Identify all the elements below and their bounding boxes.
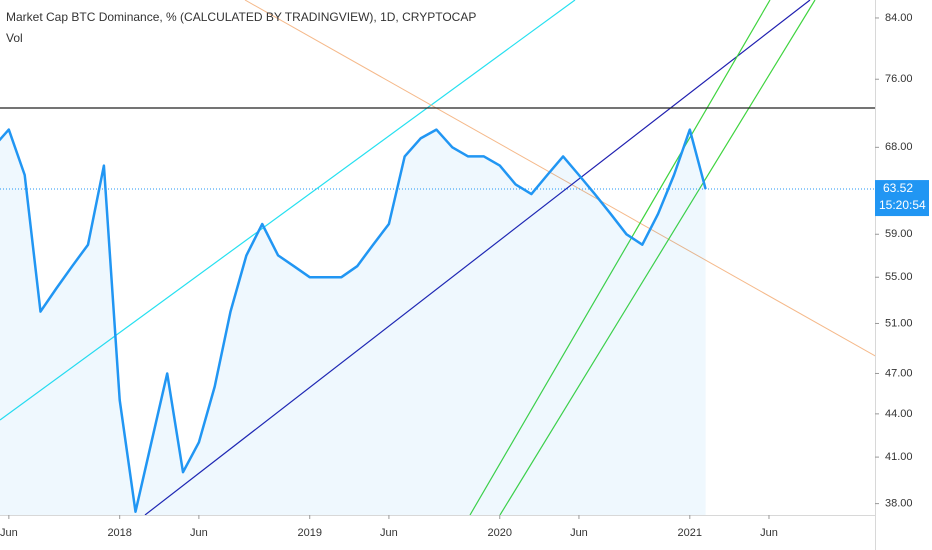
x-tick-label: Jun — [760, 527, 778, 539]
y-tick-label: 55.00 — [885, 271, 913, 283]
y-tick-label: 51.00 — [885, 317, 913, 329]
y-tick-label: 59.00 — [885, 228, 913, 240]
plot-area — [0, 0, 875, 515]
trend-line — [244, 0, 875, 357]
x-tick-label: 2021 — [678, 527, 702, 539]
trend-line — [0, 0, 576, 421]
subtitle: Vol — [6, 31, 23, 45]
chart-title: Market Cap BTC Dominance, % (CALCULATED … — [6, 10, 476, 24]
y-tick-label: 76.00 — [885, 73, 913, 85]
x-tick-label: Jun — [570, 527, 588, 539]
area — [0, 129, 706, 515]
y-tick-label: 44.00 — [885, 408, 913, 420]
y-tick-label: 68.00 — [885, 141, 913, 153]
last-value-label: 63.52 — [883, 181, 913, 195]
x-tick-label: Jun — [380, 527, 398, 539]
x-tick-label: 2018 — [107, 527, 131, 539]
line — [0, 128, 707, 513]
trend-line — [469, 0, 771, 515]
x-tick-label: 2020 — [488, 527, 512, 539]
trend-line — [144, 0, 811, 515]
x-tick-label: Jun — [0, 527, 18, 539]
x-tick-label: Jun — [190, 527, 208, 539]
x-tick-label: 2019 — [297, 527, 321, 539]
y-tick-label: 38.00 — [885, 498, 913, 510]
y-tick-label: 47.00 — [885, 367, 913, 379]
trend-line — [499, 0, 816, 515]
y-tick-label: 84.00 — [885, 12, 913, 24]
y-tick-label: 41.00 — [885, 451, 913, 463]
last-value-box — [875, 180, 929, 217]
countdown: 15:20:54 — [879, 198, 926, 212]
